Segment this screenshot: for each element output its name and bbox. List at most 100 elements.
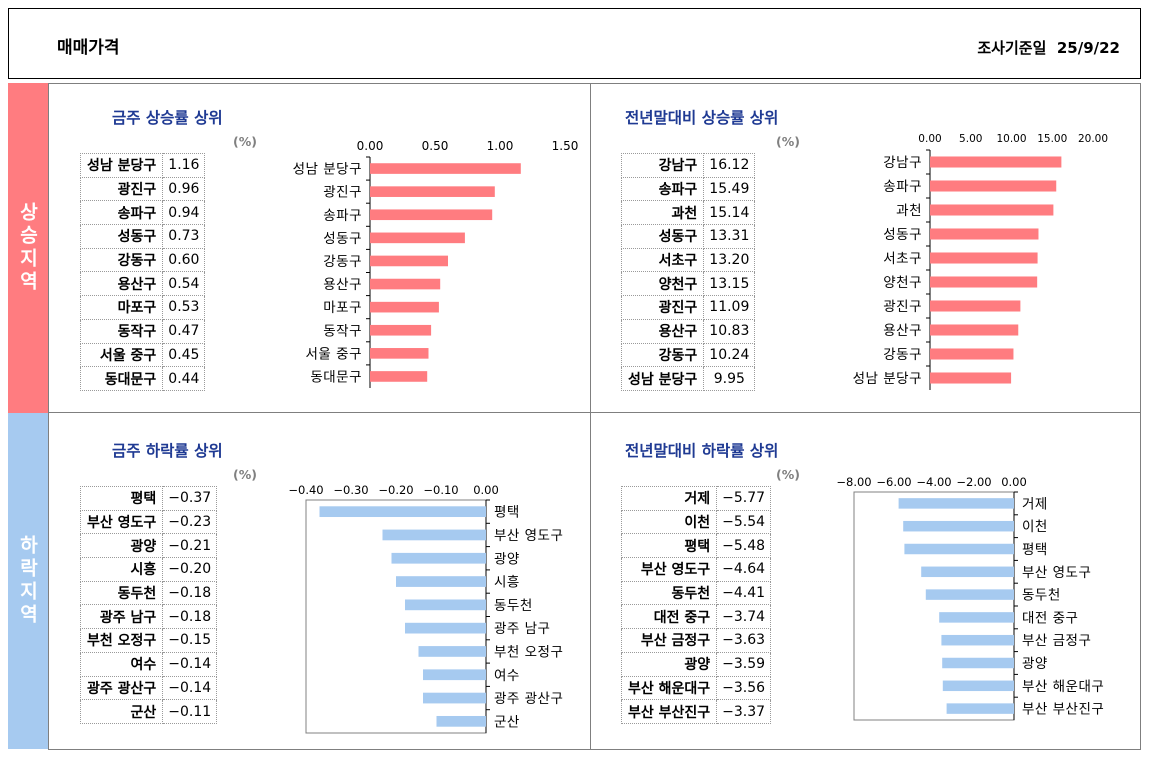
category-label: 거제 xyxy=(1022,496,1048,512)
region-name: 군산 xyxy=(79,699,164,724)
bar xyxy=(930,276,1038,288)
table-row: 용산구 0.54 xyxy=(79,271,206,297)
category-label: 강동구 xyxy=(323,254,362,270)
tick-label: 0.00 xyxy=(473,483,499,497)
table-row: 부산 영도구 −0.23 xyxy=(79,509,218,535)
table-row: 부산 부산진구 −3.37 xyxy=(620,699,772,724)
category-label: 성남 분당구 xyxy=(293,162,362,178)
tick-label: 10.00 xyxy=(996,133,1026,145)
bar xyxy=(396,576,486,587)
region-name: 부산 영도구 xyxy=(620,557,718,582)
rate-value: 10.24 xyxy=(703,342,756,368)
category-label: 강동구 xyxy=(883,347,922,363)
region-name: 광양 xyxy=(79,533,164,559)
table-row: 동두천 −0.18 xyxy=(79,580,218,606)
rate-value: 0.73 xyxy=(162,224,206,249)
rate-value: 0.94 xyxy=(162,200,206,226)
rate-value: −5.48 xyxy=(716,533,772,559)
rate-value: 0.47 xyxy=(162,318,206,344)
rate-value: 15.49 xyxy=(703,176,756,202)
table-row: 광진구 0.96 xyxy=(79,176,206,202)
rate-value: 0.54 xyxy=(162,271,206,297)
rate-value: −5.54 xyxy=(716,509,772,535)
region-name: 부산 부산진구 xyxy=(620,699,718,724)
tick-label: −2.00 xyxy=(956,475,991,489)
region-name: 부천 오정구 xyxy=(79,628,164,653)
bar xyxy=(930,228,1039,240)
region-name: 용산구 xyxy=(620,318,705,344)
region-name: 동두천 xyxy=(620,580,718,606)
region-name: 여수 xyxy=(79,651,164,677)
rate-value: 13.20 xyxy=(703,247,756,273)
category-label: 광양 xyxy=(1022,656,1048,672)
bar xyxy=(370,209,493,221)
bar xyxy=(370,278,441,290)
category-label: 동대문구 xyxy=(310,369,362,385)
bar xyxy=(370,348,429,359)
page-title: 매매가격 xyxy=(57,38,120,58)
rank-table-ytd-fall: 거제 −5.77 이천 −5.54 평택 −5.48 부산 영도구 −4.64 동두천 −4.41… xyxy=(620,486,772,724)
region-name: 성남 분당구 xyxy=(620,366,705,391)
region-name: 서초구 xyxy=(620,247,705,273)
table-row: 강동구 10.24 xyxy=(620,342,756,368)
rate-value: −0.18 xyxy=(162,580,218,606)
tick-label: 1.50 xyxy=(552,139,579,153)
bar xyxy=(370,255,448,267)
bar xyxy=(925,589,1014,600)
header-bar: 매매가격 조사기준일 25/9/22 xyxy=(8,8,1141,79)
bar xyxy=(930,324,1019,336)
region-name: 광진구 xyxy=(79,176,164,202)
category-label: 광주 남구 xyxy=(494,621,550,637)
table-row: 성남 분당구 9.95 xyxy=(620,366,756,391)
table-row: 용산구 10.83 xyxy=(620,318,756,344)
table-row: 성동구 13.31 xyxy=(620,224,756,249)
region-name: 마포구 xyxy=(79,295,164,320)
bar xyxy=(370,301,439,313)
rate-value: 1.16 xyxy=(162,153,206,178)
table-row: 동대문구 0.44 xyxy=(79,366,206,391)
category-label: 평택 xyxy=(1022,542,1048,558)
category-label: 군산 xyxy=(494,714,520,730)
tick-label: −8.00 xyxy=(836,475,871,489)
rate-value: 9.95 xyxy=(703,366,756,391)
region-name: 이천 xyxy=(620,509,718,535)
category-label: 광주 광산구 xyxy=(494,691,563,707)
category-label: 부산 금정구 xyxy=(1022,633,1091,649)
bar xyxy=(904,543,1014,555)
region-name: 광양 xyxy=(620,651,718,677)
category-label: 송파구 xyxy=(883,179,922,195)
table-row: 성동구 0.73 xyxy=(79,224,206,249)
region-name: 강동구 xyxy=(79,247,164,273)
rate-value: 11.09 xyxy=(703,295,756,320)
category-label: 동두천 xyxy=(1022,588,1061,604)
bar xyxy=(370,186,495,197)
section-label-falling: 하락지역 xyxy=(8,413,48,749)
rate-value: −3.59 xyxy=(716,651,772,677)
table-row: 강동구 0.60 xyxy=(79,247,206,273)
region-name: 서울 중구 xyxy=(79,342,164,368)
category-label: 부산 영도구 xyxy=(494,528,563,544)
region-name: 동작구 xyxy=(79,318,164,344)
survey-date-label: 조사기준일 xyxy=(977,39,1047,57)
bar xyxy=(930,348,1014,360)
table-row: 강남구 16.12 xyxy=(620,153,756,178)
rate-value: −3.37 xyxy=(716,699,772,724)
region-name: 광주 남구 xyxy=(79,604,164,630)
category-label: 이천 xyxy=(1022,519,1048,535)
table-row: 대전 중구 −3.74 xyxy=(620,604,772,630)
table-row: 광주 남구 −0.18 xyxy=(79,604,218,630)
region-name: 동대문구 xyxy=(79,366,164,391)
rank-table-ytd-rise: 강남구 16.12 송파구 15.49 과천 15.14 성동구 13.31 서초구 13.20 양… xyxy=(620,153,756,391)
bar xyxy=(942,680,1014,692)
table-row: 시흥 −0.20 xyxy=(79,557,218,582)
rate-value: 13.15 xyxy=(703,271,756,297)
table-row: 송파구 15.49 xyxy=(620,176,756,202)
category-label: 대전 중구 xyxy=(1022,610,1078,626)
rank-table-weekly-rise: 성남 분당구 1.16 광진구 0.96 송파구 0.94 성동구 0.73 강동구 0.60 용산… xyxy=(79,153,206,391)
table-row: 부산 해운대구 −3.56 xyxy=(620,675,772,701)
bar xyxy=(930,180,1057,192)
category-label: 서초구 xyxy=(883,251,922,267)
table-row: 마포구 0.53 xyxy=(79,295,206,320)
rate-value: −0.21 xyxy=(162,533,218,559)
